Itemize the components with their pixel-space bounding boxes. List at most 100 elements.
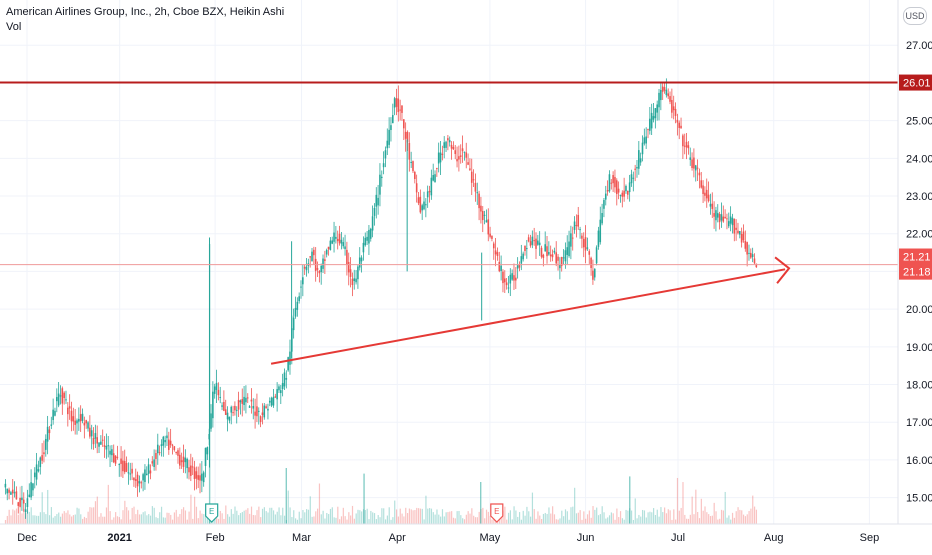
volume-bar	[675, 519, 677, 524]
volume-bar	[203, 514, 205, 524]
candle-body	[276, 389, 278, 400]
volume-bar	[116, 516, 119, 524]
volume-bar	[87, 511, 89, 524]
volume-bar	[405, 507, 407, 524]
volume-bar	[695, 489, 697, 524]
volume-bar	[535, 518, 537, 524]
candle-body	[92, 437, 95, 445]
volume-bar	[377, 515, 379, 524]
candle-body	[171, 444, 174, 446]
volume-bar	[517, 516, 519, 524]
candle-body	[302, 277, 304, 285]
trendline-arrow[interactable]	[270, 268, 786, 365]
volume-bar	[724, 491, 726, 524]
volume-bar	[361, 511, 363, 524]
volume-label: Vol	[6, 21, 22, 33]
candle-body	[228, 416, 231, 421]
candle-body	[355, 278, 357, 283]
candle-body	[549, 254, 552, 257]
candle-body	[459, 155, 462, 157]
volume-bar	[504, 506, 506, 524]
candle-body	[252, 405, 255, 409]
candle-body	[448, 140, 451, 143]
candle-body	[138, 481, 141, 484]
trendline-arrow-head[interactable]	[774, 256, 791, 284]
candle-body	[461, 148, 464, 152]
candle-body	[129, 473, 132, 475]
volume-bar	[500, 517, 502, 524]
candle-body	[245, 397, 247, 403]
candle-body	[8, 489, 10, 493]
volume-bar	[491, 519, 493, 524]
candle-body	[292, 317, 295, 331]
volume-bar	[186, 519, 188, 524]
earnings-marker-past[interactable]	[205, 503, 219, 523]
volume-bar	[418, 508, 420, 524]
candle-body	[454, 150, 457, 154]
volume-bar	[728, 515, 730, 524]
volume-bar	[109, 511, 111, 524]
currency-button[interactable]: USD	[903, 7, 927, 25]
candle-body	[529, 241, 532, 246]
volume-bar	[10, 515, 12, 524]
time-axis-tick: Jul	[671, 532, 685, 544]
candle-body	[182, 456, 185, 467]
volume-bar	[590, 517, 592, 524]
volume-bar	[131, 507, 133, 524]
current-price-label[interactable]	[899, 263, 932, 280]
price-axis-tick: 27.00	[906, 40, 932, 52]
volume-bar	[485, 509, 488, 524]
candle-body	[72, 416, 75, 422]
volume-bar	[678, 510, 680, 524]
candle-body	[59, 395, 62, 397]
candle-body	[581, 235, 583, 239]
volume-bar	[574, 487, 576, 524]
volume-bar	[300, 518, 302, 524]
candle-body	[6, 488, 9, 494]
candle-body	[615, 180, 618, 195]
candle-body	[650, 112, 653, 129]
volume-bar	[353, 518, 355, 524]
candle-body	[478, 193, 480, 209]
candle-body	[408, 142, 411, 160]
volume-bar	[550, 513, 552, 524]
candle-body	[606, 189, 609, 192]
volume-bar	[6, 515, 8, 524]
time-axis-tick: Feb	[206, 532, 225, 544]
candle-body	[614, 177, 616, 188]
volume-bar	[50, 507, 52, 524]
candle-body	[280, 390, 282, 394]
volume-bar	[335, 517, 337, 524]
candle-body	[127, 472, 130, 474]
volume-bar	[58, 512, 60, 524]
volume-bar	[184, 510, 187, 524]
candle-body	[548, 251, 550, 255]
candle-body	[324, 259, 326, 261]
candle-body	[694, 165, 697, 171]
volume-bar	[227, 514, 229, 524]
candle-body	[353, 278, 356, 282]
candle-body	[56, 397, 58, 402]
candle-body	[755, 263, 758, 268]
volume-bar	[596, 507, 598, 524]
volume-bar	[653, 508, 655, 524]
volume-bar	[372, 512, 374, 524]
candle-body	[597, 230, 600, 247]
earnings-marker-upcoming[interactable]	[490, 503, 504, 523]
candle-body	[105, 446, 108, 450]
candle-body	[32, 483, 34, 491]
candle-body	[463, 151, 466, 153]
candle-body	[537, 240, 539, 245]
candle-body	[52, 409, 54, 421]
resistance-price-label[interactable]	[899, 74, 932, 91]
current-price-label[interactable]	[899, 248, 932, 265]
candle-body	[505, 282, 508, 286]
candle-body	[206, 447, 209, 455]
volume-bar	[129, 519, 131, 524]
candle-body	[191, 466, 194, 468]
candle-body	[384, 150, 387, 159]
volume-bar	[542, 513, 545, 524]
candle-body	[120, 458, 122, 464]
